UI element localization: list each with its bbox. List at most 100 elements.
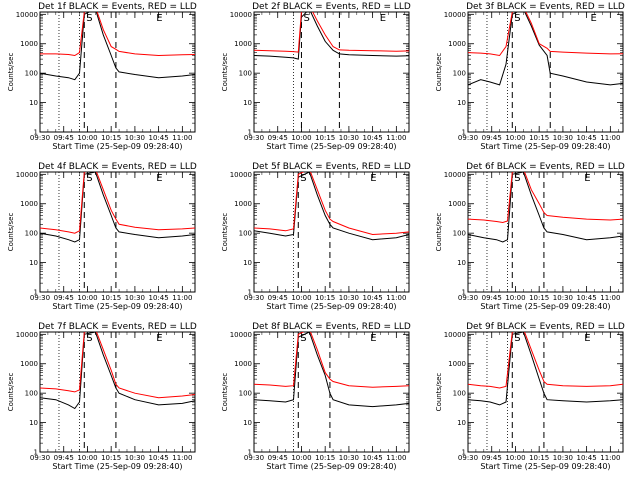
y-tick-label: 100 [25,390,38,398]
x-tick-label: 09:45 [482,294,502,302]
events-series-line [468,172,623,243]
y-tick-label: 10 [243,99,252,107]
y-tick-label: 10 [243,259,252,267]
x-tick-label: 11:00 [172,134,192,142]
x-tick-label: 10:45 [363,454,383,462]
x-tick-label: 10:15 [529,454,549,462]
x-axis-label: Start Time (25-Sep-09 09:28:40) [52,302,182,311]
end-marker: E [370,173,376,184]
x-tick-label: 11:00 [600,134,620,142]
x-axis-label: Start Time (25-Sep-09 09:28:40) [480,302,610,311]
lld-series-line [40,172,195,234]
x-tick-label: 10:15 [101,134,121,142]
x-tick-label: 10:15 [315,294,335,302]
y-tick-label: 10000 [230,11,252,19]
x-tick-label: 10:30 [125,454,145,462]
y-tick-label: 100 [239,70,252,78]
y-tick-label: 10000 [444,331,466,339]
events-series-line [468,332,623,406]
events-series-line [468,12,623,86]
axes-frame [39,171,196,293]
events-series-line [254,172,409,241]
x-tick-label: 09:30 [458,454,478,462]
end-marker: E [380,13,386,24]
x-tick-label: 10:15 [101,454,121,462]
y-tick-label: 10 [243,419,252,427]
y-tick-label: 100 [239,230,252,238]
axes-frame [467,11,624,133]
y-tick-label: 100 [239,390,252,398]
x-tick-label: 10:30 [553,134,573,142]
end-marker: E [370,333,376,344]
x-tick-label: 10:00 [77,294,97,302]
x-tick-label: 10:45 [363,294,383,302]
panel-det-1: Det 1f BLACK = Events, RED = LLD 1 10 100 10… [7,2,197,151]
end-marker: E [591,13,597,24]
x-tick-label: 09:30 [30,134,50,142]
y-tick-label: 10 [457,419,466,427]
y-tick-label: 1 [34,449,38,457]
axes-frame [467,331,624,453]
y-tick-label: 100 [453,390,466,398]
panel-det-7: Det 7f BLACK = Events, RED = LLD 1 10 100 10… [7,322,197,471]
y-tick-label: 10000 [444,11,466,19]
x-tick-label: 09:30 [244,134,264,142]
y-tick-label: 1 [248,129,252,137]
x-tick-label: 10:00 [505,134,525,142]
series-group [254,172,409,241]
x-tick-label: 09:45 [482,134,502,142]
y-tick-label: 1 [462,449,466,457]
axes-frame [39,331,196,453]
events-series-line [40,332,195,410]
x-tick-label: 09:30 [458,134,478,142]
x-tick-label: 09:45 [268,294,288,302]
axes-frame [467,171,624,293]
y-tick-label: 10 [29,99,38,107]
y-tick-label: 1 [34,129,38,137]
start-marker: S [300,333,306,344]
y-tick-label: 10000 [230,331,252,339]
panel-title: Det 6f BLACK = Events, RED = LLD [466,162,625,172]
panel-title: Det 9f BLACK = Events, RED = LLD [466,322,625,332]
events-series-line [40,12,195,81]
x-tick-label: 10:45 [577,294,597,302]
series-group [468,12,623,86]
panel-title: Det 8f BLACK = Events, RED = LLD [252,322,411,332]
y-tick-label: 10000 [16,11,38,19]
lld-series-line [254,332,409,388]
lld-series-line [468,332,623,389]
y-tick-label: 10000 [230,171,252,179]
start-marker: S [300,173,306,184]
series-group [468,172,623,243]
lld-series-line [40,332,195,399]
y-tick-label: 1000 [234,40,252,48]
end-marker: E [584,333,590,344]
start-marker: S [86,333,92,344]
x-tick-label: 10:30 [125,294,145,302]
x-tick-label: 10:30 [553,294,573,302]
x-tick-label: 09:30 [30,294,50,302]
x-tick-label: 10:15 [529,294,549,302]
x-tick-label: 09:30 [458,294,478,302]
x-tick-label: 10:00 [291,294,311,302]
x-tick-label: 10:15 [315,134,335,142]
x-axis-label: Start Time (25-Sep-09 09:28:40) [266,302,396,311]
y-tick-label: 1 [462,129,466,137]
y-tick-label: 10 [457,99,466,107]
x-tick-label: 10:45 [577,454,597,462]
y-tick-label: 10000 [444,171,466,179]
start-marker: S [86,13,92,24]
x-tick-label: 09:45 [54,294,74,302]
y-tick-label: 10000 [16,331,38,339]
lld-series-line [468,12,623,57]
x-tick-label: 10:30 [339,454,359,462]
x-tick-label: 11:00 [600,454,620,462]
end-marker: E [156,173,162,184]
x-tick-label: 10:15 [529,134,549,142]
panel-det-6: Det 6f BLACK = Events, RED = LLD 1 10 100 10… [435,162,625,311]
series-group [40,12,195,81]
start-marker: S [514,173,520,184]
x-tick-label: 10:00 [505,454,525,462]
panel-title: Det 4f BLACK = Events, RED = LLD [38,162,197,172]
y-tick-label: 1 [34,289,38,297]
